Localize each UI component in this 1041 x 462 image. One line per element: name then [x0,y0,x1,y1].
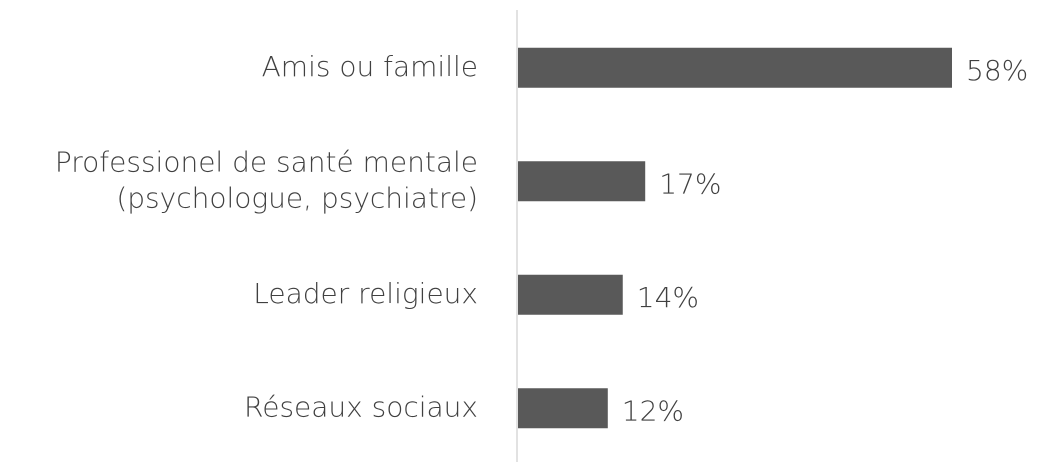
category-label: Leader religieux [253,277,478,310]
value-label: 17% [659,167,721,200]
value-label: 12% [622,394,684,427]
bar [518,388,608,429]
category-label: Professionel de santé mentale (psychologu… [55,145,478,214]
value-label: 58% [966,54,1028,87]
category-label-line: (psychologue, psychiatre) [116,181,478,214]
category-label: Réseaux sociaux [244,390,478,423]
bar [518,47,952,88]
category-label: Amis ou famille [262,50,478,83]
bar [518,161,646,202]
bar [518,274,623,315]
category-label-line: Professionel de santé mentale [55,145,478,178]
value-label: 14% [637,281,699,314]
